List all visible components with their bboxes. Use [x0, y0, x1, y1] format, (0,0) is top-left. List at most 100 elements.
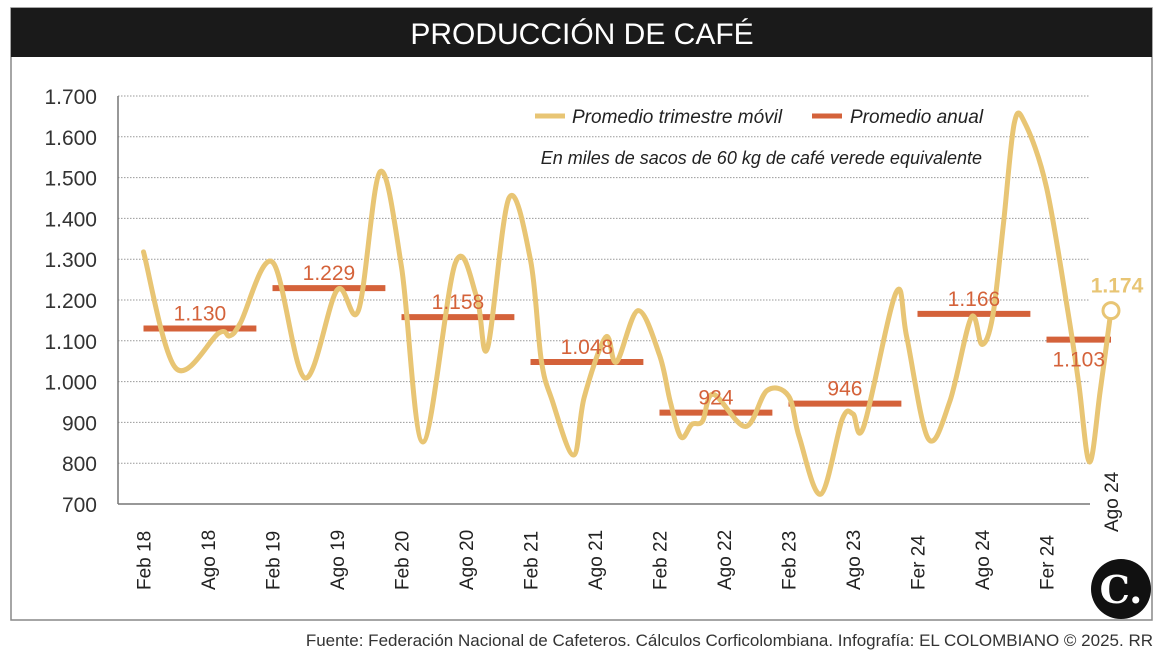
data-point [861, 424, 866, 429]
y-tick-label: 1.400 [44, 208, 97, 231]
data-point [335, 288, 340, 293]
y-tick-label: 1.600 [44, 127, 97, 150]
header-bar [11, 8, 1152, 57]
data-point [582, 395, 587, 400]
data-point [378, 169, 383, 174]
x-tick-label: Feb 18 [135, 531, 156, 590]
data-point [700, 419, 705, 424]
data-point [528, 258, 533, 263]
legend-label-annual-avg: Promedio anual [850, 107, 984, 128]
data-point [980, 342, 985, 347]
data-point [421, 439, 426, 444]
data-point [679, 435, 684, 440]
annual-average-label: 946 [827, 378, 862, 401]
x-tick-label: Feb 23 [780, 531, 801, 590]
data-point [743, 424, 748, 429]
y-tick-label: 1.100 [44, 331, 97, 354]
annual-average-label: 1.229 [303, 262, 356, 285]
data-point [1044, 185, 1049, 190]
y-tick-label: 700 [62, 494, 97, 517]
annual-average-label: 1.158 [432, 291, 485, 314]
source-footer: Fuente: Federación Nacional de Cafeteros… [306, 631, 1153, 650]
data-point [1066, 310, 1071, 315]
data-point [947, 399, 952, 404]
y-tick-label: 900 [62, 412, 97, 435]
data-point [904, 335, 909, 340]
chart-title: PRODUCCIÓN DE CAFÉ [410, 18, 753, 51]
x-tick-label: Ago 21 [586, 530, 607, 590]
y-tick-label: 1.200 [44, 290, 97, 313]
data-point [550, 397, 555, 402]
data-point [926, 436, 931, 441]
x-tick-label: Feb 21 [522, 531, 543, 590]
data-point [668, 399, 673, 404]
data-point [1076, 381, 1081, 386]
annual-average-label: 1.166 [948, 288, 1001, 311]
x-tick-label: Feb 22 [651, 531, 672, 590]
data-point [238, 321, 243, 326]
data-point [399, 264, 404, 269]
y-axis-ticks: 1.700 1.600 1.500 1.400 1.300 1.200 1.100 1.000… [44, 86, 97, 517]
data-point [689, 422, 694, 427]
x-tick-label: Ago 22 [715, 530, 736, 590]
el-colombiano-logo: C. [1091, 559, 1151, 619]
x-tick-label: Ago 20 [457, 530, 478, 590]
x-axis-ticks: Feb 18 Ago 18 Feb 19 Ago 19 Feb 20 Ago 20 Feb … [135, 471, 1124, 590]
data-point [1098, 388, 1103, 393]
y-tick-label: 800 [62, 453, 97, 476]
end-point-marker [1101, 301, 1121, 321]
chart-subtitle: En miles de sacos de 60 kg de café vered… [541, 148, 982, 168]
data-point [1023, 121, 1028, 126]
data-point [216, 331, 221, 336]
data-point [571, 453, 576, 458]
data-point [302, 375, 307, 380]
data-point [227, 333, 232, 338]
legend: Promedio trimestre móvil Promedio anual … [535, 107, 984, 168]
end-point-label: 1.174 [1091, 275, 1144, 298]
data-point [453, 261, 458, 266]
data-point [270, 260, 275, 265]
data-point [539, 357, 544, 362]
data-point [797, 435, 802, 440]
svg-text:C.: C. [1100, 567, 1143, 612]
annual-average-label: 1.048 [561, 336, 614, 359]
data-point [356, 308, 361, 313]
data-point [614, 360, 619, 365]
x-tick-label: Feb 19 [264, 531, 285, 590]
data-point [990, 313, 995, 318]
data-point [851, 411, 856, 416]
data-point [840, 417, 845, 422]
y-tick-label: 1.700 [44, 86, 97, 109]
data-point [1012, 121, 1017, 126]
annual-average-label: 1.130 [174, 303, 227, 326]
x-tick-label: Feb 20 [393, 531, 414, 590]
y-tick-label: 1.000 [44, 372, 97, 395]
data-point [173, 366, 178, 371]
data-point [1087, 459, 1092, 464]
x-tick-label: Ago 23 [844, 530, 865, 590]
moving-average-line [141, 110, 1114, 497]
x-tick-label: Fer 24 [1038, 535, 1059, 590]
legend-label-moving-avg: Promedio trimestre móvil [572, 107, 783, 128]
data-point [657, 353, 662, 358]
data-point [141, 249, 146, 254]
annual-average-label: 924 [698, 387, 733, 410]
data-point [894, 290, 899, 295]
x-tick-label: Ago 19 [328, 530, 349, 590]
data-point [765, 388, 770, 393]
y-tick-label: 1.300 [44, 249, 97, 272]
data-point [786, 393, 791, 398]
x-tick-label: Ago 24 [973, 529, 994, 590]
data-point [636, 308, 641, 313]
annual-average-label: 1.103 [1052, 349, 1105, 372]
annual-average-labels: 1.130 1.229 1.158 1.048 924 946 1.166 1.103 [174, 262, 1105, 409]
data-point [1001, 221, 1006, 226]
x-tick-label: Ago 18 [199, 530, 220, 590]
y-tick-label: 1.500 [44, 168, 97, 191]
data-point [969, 315, 974, 320]
x-tick-label: Ago 24 [1102, 471, 1123, 532]
data-point [818, 492, 823, 497]
data-point [485, 346, 490, 351]
data-point [507, 196, 512, 201]
